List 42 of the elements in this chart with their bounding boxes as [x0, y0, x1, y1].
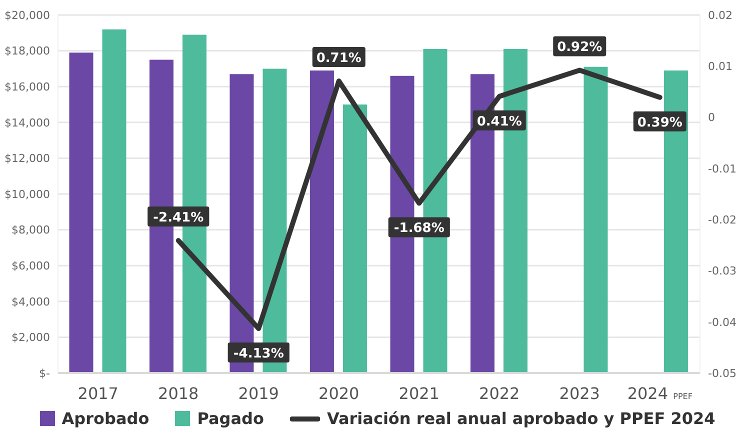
y2-tick-label: -0.05 [708, 366, 736, 380]
data-label: 0.71% [316, 50, 362, 66]
x-tick-label: 2018 [158, 384, 199, 403]
y-tick-label: $2,000 [12, 331, 50, 344]
y-tick-label: $10,000 [4, 188, 50, 201]
legend-label: Pagado [197, 409, 264, 428]
x-tick-label: 2017 [78, 384, 118, 403]
bar [584, 66, 608, 373]
legend-label: Variación real anual aprobado y PPEF 2024 [326, 409, 716, 428]
y-tick-label: $6,000 [12, 260, 50, 273]
bar [310, 70, 334, 373]
y-tick-label: $4,000 [12, 295, 50, 308]
y-tick-label: $18,000 [4, 44, 50, 58]
data-label: 0.39% [637, 115, 682, 130]
data-label: 0.41% [476, 114, 522, 130]
x-tick-label: 2019 [238, 384, 279, 403]
x-tick-label: 2023 [559, 384, 600, 403]
legend-label: Aprobado [62, 409, 150, 428]
y-tick-label: $- [39, 366, 50, 380]
y2-tick-label: 0.02 [708, 8, 732, 22]
y2-tick-label: -0.02 [708, 213, 736, 226]
data-label: -2.41% [153, 210, 204, 226]
x-tick-label: 2022 [479, 384, 520, 403]
y2-tick-label: -0.01 [708, 162, 736, 176]
y2-tick-label: -0.04 [708, 316, 736, 329]
x-tick-label: 2020 [318, 384, 360, 403]
y-tick-label: $20,000 [4, 8, 50, 22]
bar [69, 52, 94, 373]
y-tick-label: $12,000 [4, 152, 50, 166]
y2-tick-label: 0.01 [708, 60, 732, 74]
y-tick-label: $16,000 [4, 80, 50, 94]
data-label: -4.13% [233, 346, 284, 362]
bar [342, 104, 367, 373]
y2-tick-label: 0 [708, 111, 715, 124]
y2-tick-label: -0.03 [708, 264, 736, 278]
bar [102, 29, 126, 373]
x-tick-label: 2024 PPEF [627, 384, 693, 403]
data-label: 0.92% [557, 40, 602, 56]
x-tick-label: 2021 [398, 384, 440, 403]
data-label: -1.68% [394, 221, 444, 236]
y-tick-label: $14,000 [4, 116, 50, 130]
y-tick-label: $8,000 [12, 224, 50, 237]
